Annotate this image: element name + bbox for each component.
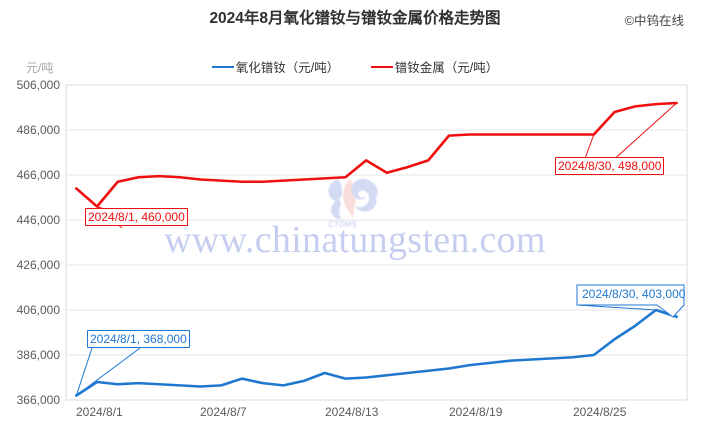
svg-text:CTOMS: CTOMS bbox=[328, 220, 357, 229]
